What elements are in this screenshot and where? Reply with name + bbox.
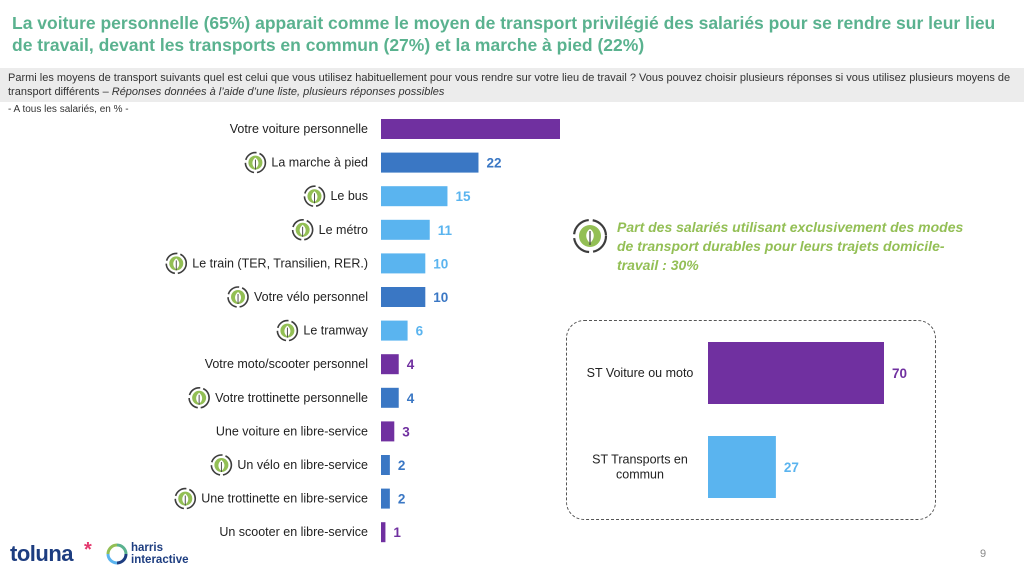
value-label: 10 [433,256,448,271]
harris-interactive-logo: harris interactive [131,542,189,566]
page-title: La voiture personnelle (65%) apparait co… [12,13,996,55]
value-label: 4 [407,357,415,372]
logo-line-2: interactive [131,554,189,566]
bar [381,421,395,442]
bar [381,387,399,408]
category-label: La marche à pied [271,156,368,170]
bar [381,287,426,307]
category-label: Le métro [319,223,368,237]
value-label: 2 [398,492,406,507]
bar [381,455,390,475]
bar [381,219,430,240]
value-label: 1 [393,525,401,540]
toluna-logo: toluna [10,541,74,566]
category-label: Le bus [330,189,368,203]
bar [381,320,408,341]
category-label: Votre moto/scooter personnel [205,357,368,371]
leaf-recycle-icon [244,151,267,174]
transport-modes-chart: Votre voiture personnelle65La marche à p… [165,119,560,543]
bar [381,186,448,207]
question-note: Réponses données à l’aide d’une liste, p… [111,86,445,98]
leaf-recycle-icon [572,218,608,254]
category-label: Votre trottinette personnelle [215,391,368,405]
category-label: Une trottinette en libre-service [201,492,368,506]
bar [381,152,479,173]
leaf-recycle-icon [165,252,188,275]
leaf-recycle-icon [210,454,233,476]
value-label: 22 [486,156,501,171]
category-label: Un vélo en libre-service [237,458,368,472]
leaf-recycle-icon [276,319,299,342]
value-label: 4 [407,391,415,406]
category-label: Un scooter en libre-service [219,525,368,539]
value-label: 3 [402,424,410,439]
bar [381,119,560,139]
harris-interactive-icon [106,543,128,565]
subtotal-frame [566,320,936,520]
value-label: 2 [398,458,406,473]
category-label: Votre voiture personnelle [230,122,368,136]
subtotal-chart: ST Voiture ou moto 70 ST Transports en comm… [587,342,907,498]
bar [381,522,386,543]
logo-line-1: harris [131,542,163,554]
kpi-text: Part des salariés utilisant exclusivemen… [617,219,964,273]
category-label: ST Voiture ou moto [587,366,694,380]
value-label: 10 [433,290,448,305]
question-text: Parmi les moyens de transport suivants q… [8,72,1011,98]
toluna-star-icon: * [84,539,92,561]
base-note: - A tous les salariés, en % - [8,104,129,115]
value-label: 15 [455,189,471,204]
bar [708,436,776,498]
category-label: Une voiture en libre-service [216,424,368,438]
value-label: 27 [784,460,799,475]
bar [381,488,390,509]
question-box: Parmi les moyens de transport suivants q… [0,68,1024,102]
value-label: 70 [892,366,907,381]
category-label: Votre vélo personnel [254,290,368,304]
value-label: 6 [416,324,424,339]
category-label: Le train (TER, Transilien, RER.) [192,256,368,270]
category-label: Le tramway [303,324,368,338]
leaf-recycle-icon [188,386,210,409]
leaf-recycle-icon [227,286,249,308]
bar [708,342,884,404]
category-label: ST Transports en commun [592,453,688,482]
leaf-recycle-icon [291,219,314,241]
value-label: 11 [438,223,453,238]
leaf-recycle-icon [174,487,197,510]
page-number: 9 [980,548,987,560]
leaf-recycle-icon [303,185,326,207]
bar [381,253,426,274]
bar [381,354,399,375]
